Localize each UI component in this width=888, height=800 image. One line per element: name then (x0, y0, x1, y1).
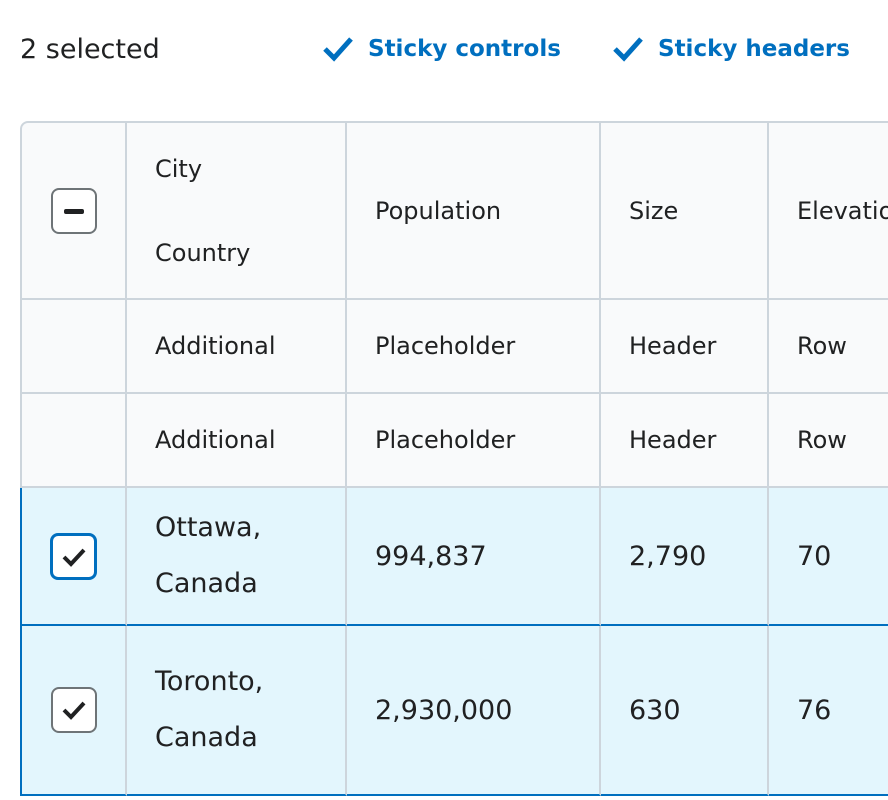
empty-cell (20, 300, 127, 394)
check-icon (62, 701, 85, 720)
header-cell: Size (601, 121, 769, 300)
header-row: Additional Placeholder Header Row (20, 300, 888, 394)
data-cell: 2,790 (601, 488, 769, 626)
select-all-checkbox[interactable] (50, 187, 97, 234)
row-checkbox[interactable] (50, 532, 97, 580)
data-row: Toronto, Canada 2,930,000 630 76 (20, 626, 888, 796)
cell-text: 2,790 (629, 540, 707, 572)
cell-text: 76 (797, 694, 832, 726)
cell-text: Ottawa, Canada (155, 512, 262, 599)
header-cell: Placeholder (347, 394, 601, 488)
header-cell: Placeholder (347, 300, 601, 394)
header-cell: Elevation (769, 121, 888, 300)
cell-text: 994,837 (375, 540, 487, 572)
data-cell: 2,930,000 (347, 626, 601, 796)
header-cell: Row (769, 394, 888, 488)
header-text: City (155, 154, 203, 183)
empty-cell (20, 394, 127, 488)
row-checkbox[interactable] (50, 687, 97, 733)
select-cell (20, 488, 127, 626)
minus-icon (63, 208, 84, 214)
header-row: City Country Population Size Elevation (20, 121, 888, 300)
select-all-cell (20, 121, 127, 300)
button-label[interactable]: Sticky headers (658, 36, 850, 62)
data-cell: 994,837 (347, 488, 601, 626)
sticky-controls-toggle[interactable]: Sticky controls (322, 36, 561, 62)
header-cell: City Country (127, 121, 347, 300)
cell-text: 630 (629, 694, 681, 726)
header-cell: Population (347, 121, 601, 300)
check-icon (62, 548, 86, 567)
data-cell: 630 (601, 626, 769, 796)
data-table: City Country Population Size Elevation Ad… (20, 121, 888, 796)
header-cell: Header (601, 394, 769, 488)
header-cell: Additional (127, 300, 347, 394)
header-cell: Row (769, 300, 888, 394)
sticky-headers-toggle[interactable]: Sticky headers (612, 36, 850, 62)
header-cell: Header (601, 300, 769, 394)
cell-text: Toronto, Canada (155, 666, 264, 753)
select-cell (20, 626, 127, 796)
header-text: Country (155, 238, 251, 267)
data-row: Ottawa, Canada 994,837 2,790 70 (20, 488, 888, 626)
data-cell: Ottawa, Canada (127, 488, 347, 626)
check-icon (323, 37, 353, 62)
selection-count: 2 selected (20, 34, 160, 65)
data-cell: 70 (769, 488, 888, 626)
header-cell: Additional (127, 394, 347, 488)
cell-text: 70 (797, 540, 832, 572)
cell-text: 2,930,000 (375, 694, 513, 726)
check-icon (613, 37, 643, 62)
header-row: Additional Placeholder Header Row (20, 394, 888, 488)
data-cell: Toronto, Canada (127, 626, 347, 796)
data-cell: 76 (769, 626, 888, 796)
button-label[interactable]: Sticky controls (368, 36, 561, 62)
